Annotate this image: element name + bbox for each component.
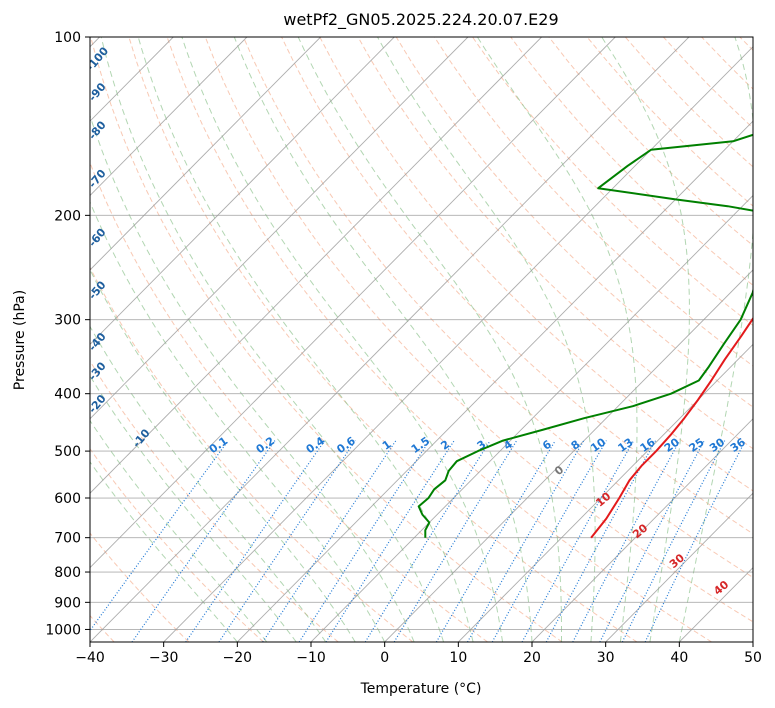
moist-adiabat-line: [377, 37, 596, 642]
x-tick-label: 30: [597, 650, 615, 666]
plot-frame: [89, 36, 754, 643]
mixing-ratio-line: [325, 440, 455, 642]
x-axis-label: Temperature (°C): [360, 681, 482, 697]
x-tick-label: −20: [223, 650, 253, 666]
isotherm-line: [310, 194, 753, 642]
temperature-line: [590, 316, 753, 539]
isotherm-line: [384, 269, 753, 642]
y-tick-label: 200: [54, 208, 81, 224]
y-tick-label: 500: [54, 444, 81, 460]
isotherm-line: [90, 37, 690, 642]
dry-adiabat-line: [319, 37, 753, 492]
moist-adiabat-line: [476, 37, 638, 642]
isotherm-line: [90, 37, 469, 420]
mixing-ratio-line: [521, 440, 635, 642]
isotherm-line: [90, 37, 616, 569]
moist-adiabat-line: [90, 375, 297, 642]
moist-adiabat-line: [233, 37, 533, 642]
isotherm-line: [90, 37, 542, 494]
isotherm-line: [90, 37, 321, 271]
axis-ticks: −40 −30 −20 −10 0 10 20 30 40 50 100 200 300 400 500 60…: [45, 30, 762, 666]
isotherm-line: [90, 37, 248, 197]
x-tick-label: −40: [75, 650, 105, 666]
x-tick-label: 20: [523, 650, 541, 666]
mixing-ratio-line: [644, 440, 746, 642]
mixing-ratio-line: [466, 440, 585, 642]
x-tick-label: 0: [380, 650, 389, 666]
mixing-ratio-line: [572, 440, 681, 642]
background-lines: [90, 37, 753, 642]
dry-adiabat-line: [90, 532, 190, 642]
dewpoint-line: [417, 133, 753, 538]
isotherm-line: [752, 641, 753, 642]
x-tick-label: 50: [744, 650, 762, 666]
mixing-ratio-line: [131, 440, 276, 642]
isotherm-line: [458, 343, 753, 642]
dry-adiabat-line: [357, 37, 753, 450]
x-tick-label: 10: [449, 650, 467, 666]
y-tick-label: 600: [54, 491, 81, 507]
y-tick-label: 100: [54, 30, 81, 46]
isotherm-line: [90, 37, 395, 345]
isotherm-line: [531, 418, 753, 642]
dry-adiabat-line: [90, 266, 414, 642]
y-tick-label: 1000: [45, 622, 81, 638]
x-tick-label: −10: [296, 650, 326, 666]
moist-adiabat-line: [90, 419, 268, 642]
mixing-ratio-line: [599, 440, 705, 642]
mixing-ratio-line: [298, 440, 431, 642]
moist-adiabat-line: [181, 37, 503, 642]
y-tick-label: 400: [54, 387, 81, 403]
mixing-ratio-line: [90, 440, 229, 632]
y-tick-label: 700: [54, 531, 81, 547]
y-tick-label: 800: [54, 565, 81, 581]
mixing-ratio-line: [491, 440, 607, 642]
moist-adiabat-line: [90, 325, 327, 642]
isotherm-line: [605, 492, 753, 642]
y-tick-label: 900: [54, 595, 81, 611]
y-axis-label: Pressure (hPa): [12, 290, 28, 390]
moist-adiabat-line: [90, 461, 238, 642]
dry-adiabat-line: [128, 37, 638, 642]
x-tick-label: −30: [149, 650, 179, 666]
plot-area: [90, 37, 753, 642]
dry-adiabat-line: [90, 447, 264, 642]
mixing-ratio-line: [621, 440, 726, 642]
dry-adiabat-line: [90, 360, 339, 642]
x-tick-label: 40: [670, 650, 688, 666]
mixing-ratio-line: [218, 440, 356, 642]
moist-adiabat-line: [297, 37, 562, 642]
moist-adiabat-line: [137, 37, 474, 642]
moist-adiabat-line: [601, 37, 690, 642]
dry-adiabat-line: [90, 37, 563, 642]
y-tick-label: 300: [54, 313, 81, 329]
dry-adiabat-line: [472, 37, 753, 327]
dry-adiabat-line: [433, 37, 753, 367]
moist-adiabat-line: [90, 268, 356, 642]
dry-adiabat-line: [204, 37, 753, 623]
moist-adiabat-line: [678, 37, 753, 642]
moist-adiabat-line: [100, 37, 445, 642]
moist-adiabat-line: [90, 200, 386, 642]
dry-adiabat-line: [166, 37, 712, 642]
isotherm-line: [163, 46, 753, 642]
dry-adiabat-line: [90, 161, 488, 642]
profile-lines: [417, 133, 753, 539]
chart-title: wetPf2_GN05.2025.224.20.07.E29: [283, 10, 558, 30]
mixing-ratio-line: [545, 440, 657, 642]
isotherm-line: [237, 120, 753, 642]
